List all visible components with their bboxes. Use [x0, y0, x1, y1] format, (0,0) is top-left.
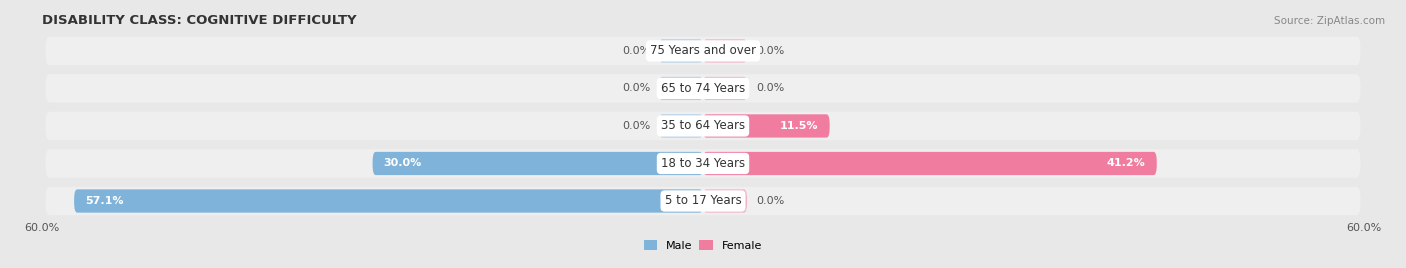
FancyBboxPatch shape — [45, 37, 1361, 65]
Legend: Male, Female: Male, Female — [640, 236, 766, 255]
Text: 75 Years and over: 75 Years and over — [650, 44, 756, 57]
Text: 0.0%: 0.0% — [756, 196, 785, 206]
FancyBboxPatch shape — [703, 39, 747, 62]
FancyBboxPatch shape — [659, 39, 703, 62]
Text: 41.2%: 41.2% — [1107, 158, 1146, 169]
Text: 0.0%: 0.0% — [621, 121, 650, 131]
FancyBboxPatch shape — [45, 187, 1361, 215]
FancyBboxPatch shape — [45, 149, 1361, 178]
FancyBboxPatch shape — [703, 114, 830, 137]
FancyBboxPatch shape — [703, 152, 1157, 175]
Text: 65 to 74 Years: 65 to 74 Years — [661, 82, 745, 95]
Text: 18 to 34 Years: 18 to 34 Years — [661, 157, 745, 170]
Text: 0.0%: 0.0% — [621, 83, 650, 94]
FancyBboxPatch shape — [659, 114, 703, 137]
Text: 0.0%: 0.0% — [756, 46, 785, 56]
Text: 5 to 17 Years: 5 to 17 Years — [665, 195, 741, 207]
Text: Source: ZipAtlas.com: Source: ZipAtlas.com — [1274, 16, 1385, 26]
FancyBboxPatch shape — [659, 77, 703, 100]
FancyBboxPatch shape — [703, 189, 747, 213]
Text: DISABILITY CLASS: COGNITIVE DIFFICULTY: DISABILITY CLASS: COGNITIVE DIFFICULTY — [42, 14, 357, 27]
FancyBboxPatch shape — [373, 152, 703, 175]
Text: 0.0%: 0.0% — [756, 83, 785, 94]
FancyBboxPatch shape — [703, 77, 747, 100]
Text: 35 to 64 Years: 35 to 64 Years — [661, 120, 745, 132]
Text: 11.5%: 11.5% — [780, 121, 818, 131]
Text: 57.1%: 57.1% — [86, 196, 124, 206]
FancyBboxPatch shape — [45, 112, 1361, 140]
FancyBboxPatch shape — [75, 189, 703, 213]
Text: 0.0%: 0.0% — [621, 46, 650, 56]
Text: 30.0%: 30.0% — [384, 158, 422, 169]
FancyBboxPatch shape — [45, 74, 1361, 103]
